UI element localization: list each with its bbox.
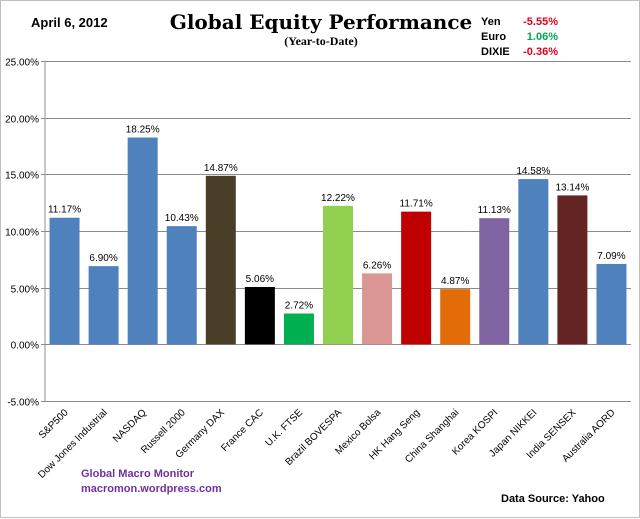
data-label: 14.87% — [204, 163, 238, 174]
chart-date: April 6, 2012 — [31, 15, 108, 30]
bar — [479, 218, 510, 345]
x-tick-label: France CAC — [219, 407, 266, 454]
y-tick-label: 25.00% — [5, 58, 39, 69]
labels-layer: 11.17% 6.90% 18.25% 10.43% 14.87% 5.06% 2.72% 1… — [48, 125, 626, 312]
data-label: 13.14% — [555, 182, 589, 193]
y-tick-label: 15.00% — [5, 171, 39, 182]
bars-layer — [49, 137, 627, 345]
x-tick-label: NASDAQ — [111, 407, 149, 445]
y-tick-label: 5.00% — [11, 285, 39, 296]
y-tick-label: 0.00% — [11, 341, 39, 352]
data-label: 11.13% — [478, 205, 511, 216]
data-label: 14.58% — [516, 166, 550, 177]
currency-value-0: -5.55% — [523, 16, 558, 28]
currency-name-2: DIXIE — [481, 46, 510, 58]
y-tick-label: 20.00% — [5, 115, 39, 126]
bar — [518, 179, 549, 345]
data-label: 5.06% — [246, 274, 274, 285]
currency-box: Yen -5.55% Euro 1.06% DIXIE -0.36% — [481, 16, 558, 58]
data-label: 6.26% — [363, 260, 391, 271]
currency-name-1: Euro — [481, 31, 506, 43]
bar — [401, 211, 432, 345]
bar — [88, 266, 119, 345]
brand-line-1: Global Macro Monitor — [81, 468, 195, 480]
chart-subtitle: (Year-to-Date) — [284, 34, 358, 48]
bar — [440, 289, 471, 345]
bar — [127, 137, 158, 345]
bar — [205, 175, 236, 345]
data-label: 10.43% — [165, 213, 199, 224]
data-source: Data Source: Yahoo — [501, 493, 605, 505]
x-tick-label: S&P500 — [37, 407, 71, 441]
currency-value-1: 1.06% — [527, 31, 558, 43]
data-label: 4.87% — [441, 276, 469, 287]
data-label: 6.90% — [89, 253, 117, 264]
bar — [244, 286, 275, 345]
data-label: 2.72% — [285, 301, 313, 312]
bar — [557, 195, 588, 345]
bar — [166, 226, 197, 345]
bar — [323, 205, 353, 345]
y-tick-label: -5.00% — [7, 398, 39, 409]
currency-name-0: Yen — [481, 16, 501, 28]
data-label: 11.71% — [400, 199, 433, 210]
data-label: 18.25% — [126, 125, 160, 136]
data-label: 11.17% — [48, 205, 81, 216]
brand-line-2: macromon.wordpress.com — [81, 483, 222, 495]
data-label: 12.22% — [321, 193, 355, 204]
bar — [283, 313, 314, 345]
data-label: 7.09% — [597, 251, 625, 262]
currency-value-2: -0.36% — [523, 46, 558, 58]
bar — [362, 273, 393, 345]
bar — [596, 263, 627, 345]
bar — [49, 217, 80, 345]
chart-title: Global Equity Performance — [170, 10, 473, 34]
y-tick-label: 10.00% — [5, 228, 39, 239]
x-tick-label: U.K. FTSE — [263, 407, 305, 449]
